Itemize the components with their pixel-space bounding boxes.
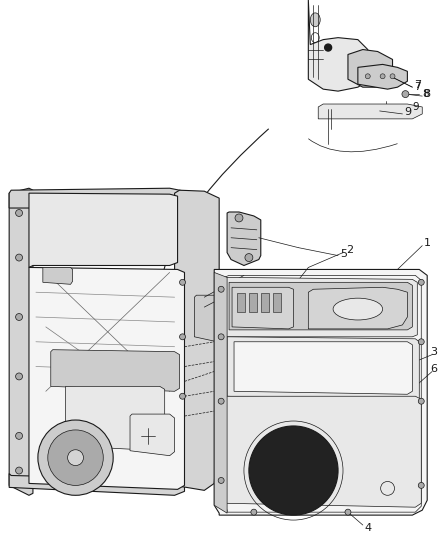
Circle shape	[218, 478, 224, 483]
Polygon shape	[358, 64, 407, 89]
Polygon shape	[175, 190, 219, 490]
Circle shape	[418, 279, 424, 285]
Circle shape	[218, 334, 224, 340]
Circle shape	[249, 426, 338, 515]
Circle shape	[251, 509, 257, 515]
Polygon shape	[227, 212, 261, 265]
Circle shape	[218, 398, 224, 404]
Text: 7: 7	[414, 80, 421, 90]
Circle shape	[345, 509, 351, 515]
Polygon shape	[308, 0, 368, 91]
Polygon shape	[66, 386, 165, 451]
Text: 5: 5	[340, 248, 347, 259]
Polygon shape	[232, 287, 293, 329]
Circle shape	[16, 373, 22, 380]
Circle shape	[48, 430, 103, 486]
Circle shape	[418, 482, 424, 488]
Polygon shape	[249, 293, 257, 312]
Circle shape	[16, 432, 22, 439]
Circle shape	[235, 214, 243, 222]
Polygon shape	[43, 268, 73, 284]
Polygon shape	[9, 473, 184, 495]
Polygon shape	[318, 104, 422, 119]
Ellipse shape	[333, 298, 383, 320]
Circle shape	[245, 254, 253, 262]
Polygon shape	[237, 293, 245, 312]
Text: 2: 2	[346, 245, 353, 255]
Polygon shape	[308, 287, 407, 329]
Circle shape	[16, 209, 22, 216]
Text: 1: 1	[424, 238, 431, 248]
Text: 9: 9	[404, 107, 411, 117]
Polygon shape	[214, 270, 427, 515]
Polygon shape	[214, 272, 227, 513]
Polygon shape	[224, 277, 417, 337]
Polygon shape	[224, 396, 421, 507]
Polygon shape	[130, 414, 175, 456]
Ellipse shape	[310, 13, 320, 27]
Polygon shape	[9, 188, 33, 495]
Circle shape	[180, 279, 185, 285]
Polygon shape	[9, 188, 194, 208]
Circle shape	[380, 74, 385, 79]
Circle shape	[38, 420, 113, 495]
Circle shape	[16, 467, 22, 474]
Circle shape	[402, 91, 409, 98]
Circle shape	[218, 286, 224, 292]
Circle shape	[67, 450, 84, 466]
Text: 7: 7	[414, 82, 420, 92]
Polygon shape	[194, 295, 221, 342]
Polygon shape	[227, 337, 419, 401]
Text: 3: 3	[431, 346, 438, 357]
Polygon shape	[229, 282, 412, 330]
Polygon shape	[234, 342, 412, 394]
Text: 8: 8	[422, 89, 428, 99]
Polygon shape	[29, 193, 177, 268]
Circle shape	[418, 398, 424, 404]
Text: 4: 4	[364, 523, 371, 533]
Polygon shape	[29, 268, 184, 489]
Text: 6: 6	[431, 364, 438, 374]
Text: 8: 8	[424, 89, 431, 99]
Circle shape	[180, 393, 185, 399]
Polygon shape	[348, 50, 392, 87]
Circle shape	[418, 339, 424, 345]
Circle shape	[16, 254, 22, 261]
Polygon shape	[261, 293, 268, 312]
Circle shape	[16, 313, 22, 320]
Circle shape	[180, 334, 185, 340]
Text: 9: 9	[412, 102, 419, 112]
Circle shape	[365, 74, 370, 79]
Polygon shape	[51, 350, 180, 391]
Polygon shape	[273, 293, 281, 312]
Circle shape	[325, 44, 332, 51]
Circle shape	[390, 74, 395, 79]
